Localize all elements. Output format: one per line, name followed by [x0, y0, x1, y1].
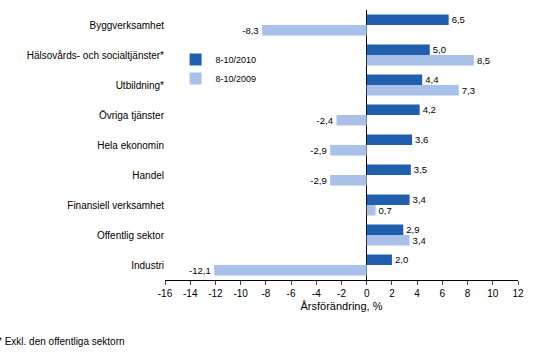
svg-text:8-10/2010: 8-10/2010	[216, 55, 257, 65]
svg-text:-4: -4	[312, 288, 321, 299]
svg-text:-2: -2	[337, 288, 346, 299]
svg-text:Finansiell verksamhet: Finansiell verksamhet	[67, 200, 164, 211]
svg-text:4,2: 4,2	[423, 104, 436, 115]
svg-text:-12,1: -12,1	[189, 265, 211, 276]
svg-text:4: 4	[414, 288, 420, 299]
svg-text:Årsförändring, %: Årsförändring, %	[301, 300, 383, 312]
svg-text:6,5: 6,5	[452, 14, 465, 25]
svg-text:7,3: 7,3	[462, 85, 475, 96]
svg-text:8,5: 8,5	[477, 55, 490, 66]
svg-text:Offentlig sektor: Offentlig sektor	[97, 230, 165, 241]
svg-text:Utbildning*: Utbildning*	[116, 80, 164, 91]
svg-text:4,4: 4,4	[425, 74, 439, 85]
svg-text:3,4: 3,4	[413, 235, 427, 246]
svg-text:0: 0	[364, 288, 370, 299]
svg-text:8-10/2009: 8-10/2009	[216, 74, 257, 84]
svg-text:3,4: 3,4	[413, 194, 427, 205]
svg-text:2,0: 2,0	[395, 254, 408, 265]
svg-text:Hälsovårds- och socialtjänster: Hälsovårds- och socialtjänster*	[27, 50, 164, 61]
svg-text:Övriga tjänster: Övriga tjänster	[99, 110, 165, 121]
svg-text:* Exkl. den offentliga sektorn: * Exkl. den offentliga sektorn	[0, 336, 125, 347]
svg-text:Källa: Statistikcentralen: Källa: Statistikcentralen	[0, 359, 102, 360]
svg-text:-2,4: -2,4	[317, 115, 334, 126]
svg-text:-2,9: -2,9	[310, 145, 326, 156]
svg-text:Byggverksamhet: Byggverksamhet	[90, 20, 165, 31]
svg-text:10: 10	[487, 288, 499, 299]
svg-text:-8: -8	[261, 288, 270, 299]
svg-text:Hela ekonomin: Hela ekonomin	[97, 140, 164, 151]
svg-text:2,9: 2,9	[406, 224, 419, 235]
svg-text:-2,9: -2,9	[310, 175, 326, 186]
svg-text:3,6: 3,6	[415, 134, 428, 145]
svg-text:3,5: 3,5	[414, 164, 427, 175]
svg-text:12: 12	[512, 288, 524, 299]
svg-text:-14: -14	[183, 288, 198, 299]
svg-text:-12: -12	[208, 288, 223, 299]
svg-text:Handel: Handel	[132, 170, 164, 181]
svg-text:-8,3: -8,3	[242, 25, 258, 36]
svg-text:5,0: 5,0	[433, 44, 446, 55]
svg-text:-6: -6	[287, 288, 296, 299]
svg-text:-16: -16	[158, 288, 173, 299]
svg-text:Industri: Industri	[131, 260, 164, 271]
svg-text:2: 2	[389, 288, 395, 299]
svg-text:0,7: 0,7	[379, 205, 392, 216]
svg-text:8: 8	[465, 288, 471, 299]
svg-text:-10: -10	[233, 288, 248, 299]
svg-text:6: 6	[440, 288, 446, 299]
